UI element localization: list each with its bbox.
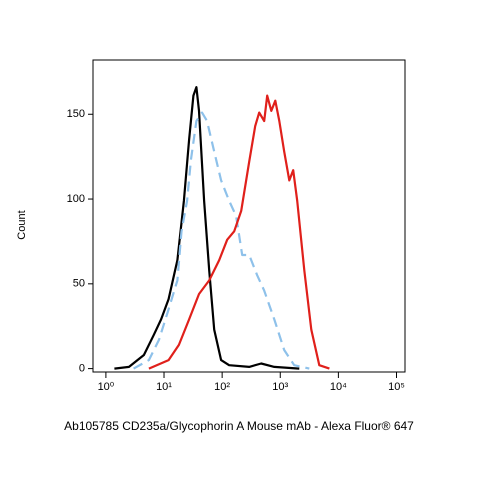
x-tick-label: 10⁰	[98, 381, 115, 393]
y-tick-label: 150	[67, 108, 85, 120]
histogram-line	[114, 86, 300, 370]
plot-frame	[92, 59, 406, 373]
x-tick-label: 10⁴	[330, 381, 347, 393]
x-tick-label: 10¹	[156, 381, 172, 393]
y-tick-label: 0	[79, 363, 85, 375]
y-tick-label: 100	[67, 193, 85, 205]
x-tick-label: 10³	[272, 381, 288, 393]
chart-title: Ab105785 CD235a/Glycophorin A Mouse mAb …	[64, 419, 414, 433]
y-axis-label: Count	[16, 210, 28, 239]
histogram-line	[148, 94, 330, 370]
x-tick-label: 10⁵	[388, 381, 405, 393]
y-tick-label: 50	[73, 278, 85, 290]
x-tick-label: 10²	[214, 381, 230, 393]
